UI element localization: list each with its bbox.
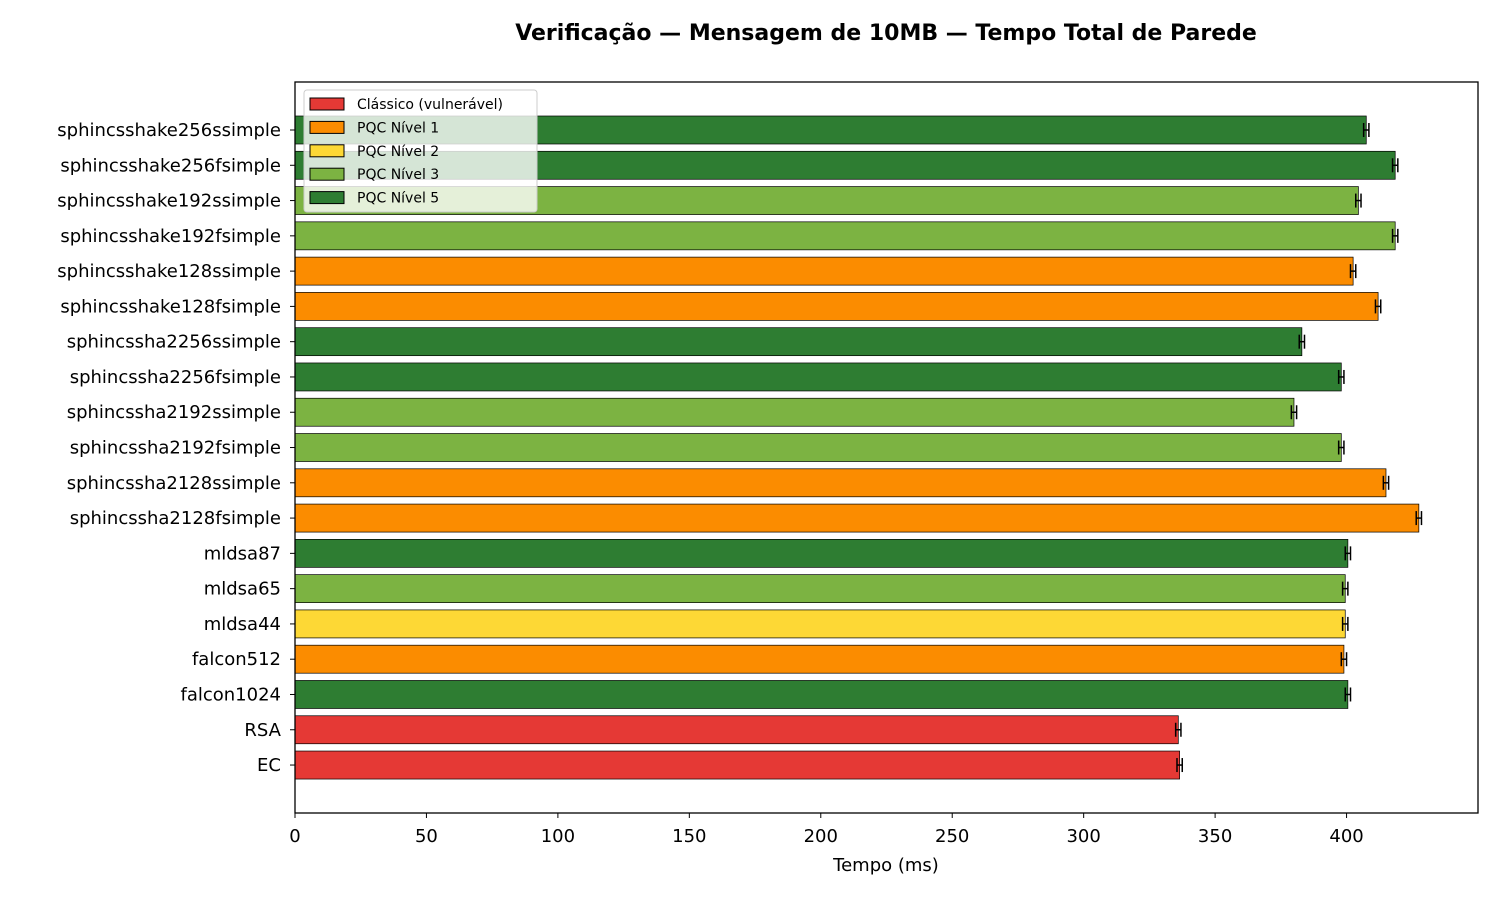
y-tick-label-falcon1024: falcon1024 xyxy=(181,684,282,705)
x-tick-label-300: 300 xyxy=(1066,826,1100,847)
chart-title: Verificação — Mensagem de 10MB — Tempo T… xyxy=(515,21,1257,46)
x-tick-label-0: 0 xyxy=(289,826,300,847)
y-tick-label-sphincssha2192ssimple: sphincssha2192ssimple xyxy=(67,402,281,423)
x-tick-label-100: 100 xyxy=(541,826,575,847)
legend-swatch-0 xyxy=(309,97,345,111)
y-tick-label-falcon512: falcon512 xyxy=(192,649,281,670)
legend-swatch-4 xyxy=(309,191,345,205)
bar-mldsa44 xyxy=(294,609,1346,639)
error-bars-layer xyxy=(1174,123,1423,773)
y-tick-label-sphincssha2128ssimple: sphincssha2128ssimple xyxy=(67,473,281,494)
bars-layer xyxy=(294,115,1420,780)
y-tick-label-sphincssha2256ssimple: sphincssha2256ssimple xyxy=(67,332,281,353)
y-tick-label-sphincsshake256ssimple: sphincsshake256ssimple xyxy=(57,120,281,141)
y-axis: sphincsshake256ssimple sphincsshake256fsi… xyxy=(57,120,295,776)
y-tick-label-sphincsshake192fsimple: sphincsshake192fsimple xyxy=(60,226,281,247)
bar-sphincsshake128ssimple xyxy=(294,256,1354,286)
y-tick-label-sphincsshake128ssimple: sphincsshake128ssimple xyxy=(57,261,281,282)
y-tick-label-sphincsshake192ssimple: sphincsshake192ssimple xyxy=(57,191,281,212)
legend-label-0: Clássico (vulnerável) xyxy=(357,97,503,113)
bar-sphincssha2256fsimple xyxy=(294,362,1342,392)
x-tick-label-50: 50 xyxy=(415,826,438,847)
x-tick-label-400: 400 xyxy=(1329,826,1363,847)
legend-label-4: PQC Nível 5 xyxy=(357,191,439,207)
bar-falcon1024 xyxy=(294,680,1349,709)
y-tick-label-mldsa65: mldsa65 xyxy=(204,579,281,600)
bar-EC xyxy=(294,750,1180,780)
bar-RSA xyxy=(294,715,1179,745)
y-tick-label-mldsa44: mldsa44 xyxy=(204,614,281,635)
y-tick-label-sphincsshake128fsimple: sphincsshake128fsimple xyxy=(60,296,281,317)
legend-label-1: PQC Nível 1 xyxy=(357,120,439,136)
y-tick-label-sphincssha2128fsimple: sphincssha2128fsimple xyxy=(70,508,281,529)
x-tick-label-250: 250 xyxy=(935,826,969,847)
legend-box xyxy=(303,89,538,213)
y-tick-label-RSA: RSA xyxy=(244,720,281,741)
legend-swatch-2 xyxy=(309,144,345,158)
x-axis: 0 50 100 150 200 250 300 350 400 xyxy=(289,813,1364,847)
legend-swatch-1 xyxy=(309,120,345,134)
legend-label-3: PQC Nível 3 xyxy=(357,167,439,183)
bar-sphincssha2256ssimple xyxy=(294,327,1303,357)
x-tick-label-350: 350 xyxy=(1198,826,1232,847)
legend: Clássico (vulnerável) PQC Nível 1 PQC Níve… xyxy=(303,89,538,213)
bar-sphincssha2192fsimple xyxy=(294,433,1342,462)
x-tick-label-150: 150 xyxy=(672,826,706,847)
bar-sphincsshake128fsimple xyxy=(294,292,1379,321)
y-tick-label-sphincsshake256fsimple: sphincsshake256fsimple xyxy=(60,155,281,176)
x-tick-label-200: 200 xyxy=(804,826,838,847)
y-tick-label-sphincssha2192fsimple: sphincssha2192fsimple xyxy=(70,438,281,459)
bar-sphincsshake192fsimple xyxy=(294,221,1396,251)
bar-mldsa87 xyxy=(294,539,1349,568)
y-tick-label-EC: EC xyxy=(257,755,281,776)
bar-sphincssha2128fsimple xyxy=(294,503,1420,533)
bar-sphincssha2128ssimple xyxy=(294,468,1387,498)
legend-label-2: PQC Nível 2 xyxy=(357,144,439,160)
y-tick-label-mldsa87: mldsa87 xyxy=(204,543,281,564)
bar-falcon512 xyxy=(294,644,1345,674)
legend-swatch-3 xyxy=(309,167,345,181)
bar-sphincssha2192ssimple xyxy=(294,397,1295,427)
bar-mldsa65 xyxy=(294,574,1346,603)
x-axis-label: Tempo (ms) xyxy=(832,855,939,876)
y-tick-label-sphincssha2256fsimple: sphincssha2256fsimple xyxy=(70,367,281,388)
